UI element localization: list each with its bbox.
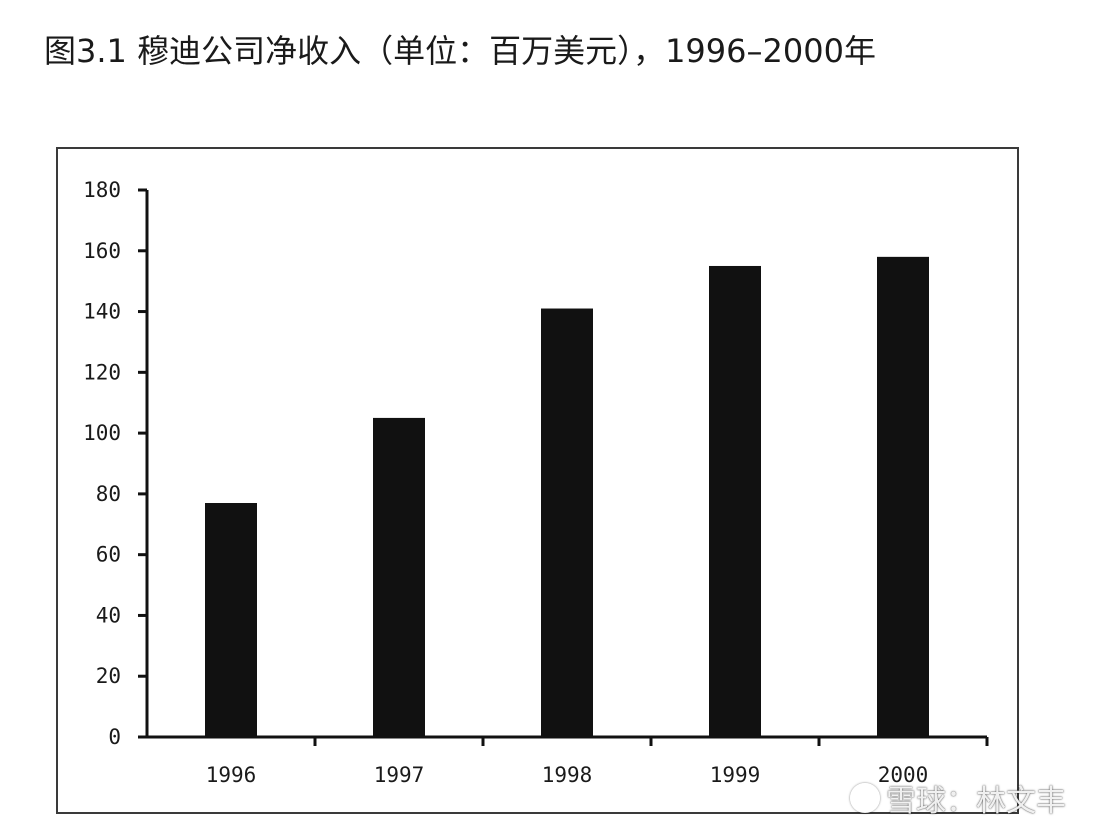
- watermark: 雪球：林文丰: [850, 776, 1066, 820]
- y-tick-label: 120: [83, 360, 121, 384]
- y-tick-label: 80: [96, 482, 121, 506]
- y-tick-label: 20: [96, 664, 121, 688]
- y-tick-label: 60: [96, 543, 121, 567]
- bar: [205, 503, 257, 737]
- x-tick-label: 1999: [710, 763, 761, 787]
- y-tick-label: 100: [83, 421, 121, 445]
- snowball-logo-icon: [850, 783, 880, 813]
- y-tick-label: 140: [83, 300, 121, 324]
- bar: [709, 265, 761, 737]
- y-tick-label: 180: [83, 178, 121, 202]
- y-tick-label: 0: [108, 725, 121, 749]
- bar: [877, 256, 929, 737]
- x-tick-label: 1997: [374, 763, 425, 787]
- bar: [541, 308, 593, 737]
- watermark-text: 雪球：林文丰: [886, 784, 1066, 819]
- y-tick-label: 40: [96, 603, 121, 627]
- bar: [373, 417, 425, 737]
- x-tick-label: 1996: [206, 763, 257, 787]
- x-tick-label: 1998: [542, 763, 593, 787]
- y-tick-label: 160: [83, 239, 121, 263]
- chart-title: 图3.1 穆迪公司净收入（单位：百万美元），1996–2000年: [44, 32, 876, 70]
- x-tick-label: 2000: [878, 763, 929, 787]
